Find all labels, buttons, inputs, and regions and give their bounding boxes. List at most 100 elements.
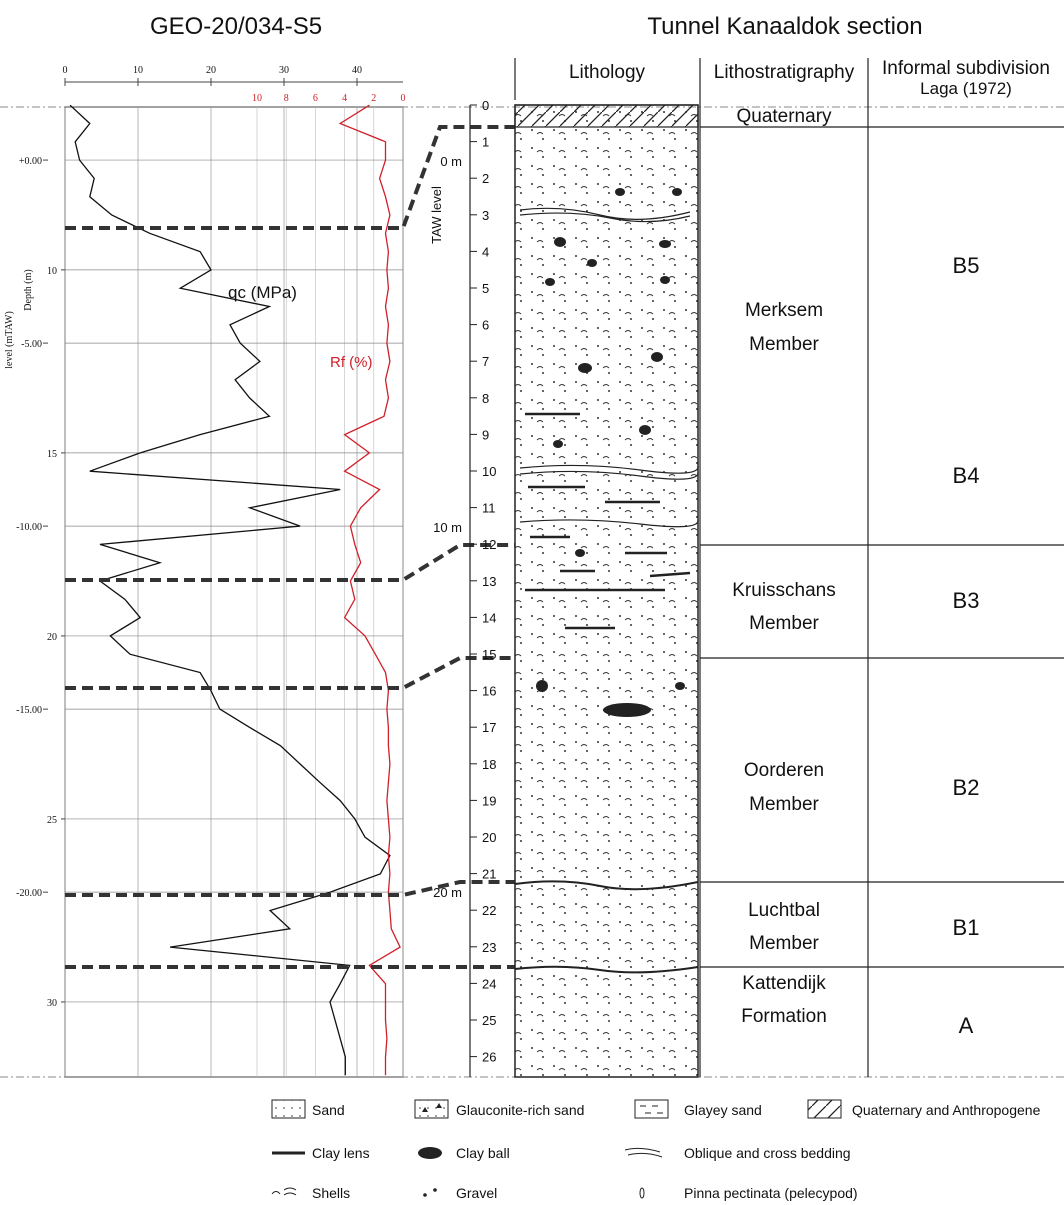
legend: Sand Glauconite-rich sand Glayey sand Qu… xyxy=(271,1099,1041,1201)
unit-name: Formation xyxy=(741,1006,827,1027)
unit-name: Luchtbal xyxy=(748,900,820,921)
y2-tick-label: -15.00 xyxy=(16,705,42,716)
depth-tick-label: 13 xyxy=(482,574,496,589)
y2-axis-label: level (mTAW) xyxy=(4,311,15,369)
depth-tick-label: 14 xyxy=(482,610,496,625)
legend-label: Clay ball xyxy=(456,1145,510,1161)
column-header: Laga (1972) xyxy=(920,79,1012,98)
y-tick-label: 25 xyxy=(47,815,57,826)
bedding xyxy=(519,207,699,528)
y2-tick-label: +0.00 xyxy=(19,156,42,167)
x2-tick-label: 4 xyxy=(342,93,347,104)
correlation-line xyxy=(65,656,515,690)
subdivision: A xyxy=(959,1013,974,1038)
x2-tick-label: 8 xyxy=(284,93,289,104)
y2-tick-label: -20.00 xyxy=(16,888,42,899)
data-line xyxy=(338,104,401,1076)
depth-tick-label: 1 xyxy=(482,135,489,150)
legend-icon xyxy=(433,1188,437,1192)
subdivision: B2 xyxy=(953,775,980,800)
y-tick-label: 20 xyxy=(47,632,57,643)
taw-tick: 10 m xyxy=(433,520,462,535)
legend-label: Clay lens xyxy=(312,1145,370,1161)
depth-tick-label: 19 xyxy=(482,793,496,808)
legend-icon xyxy=(422,1103,442,1112)
y-tick-label: 30 xyxy=(47,998,57,1009)
depth-tick-label: 0 xyxy=(482,98,489,113)
quaternary-fill xyxy=(514,104,699,128)
x-tick-label: 30 xyxy=(279,65,289,76)
section-title: Tunnel Kanaaldok section xyxy=(647,13,922,40)
unit-name: Quaternary xyxy=(736,106,832,127)
legend-icon xyxy=(807,1099,842,1119)
correlation-line xyxy=(65,543,515,582)
x-tick-label: 0 xyxy=(63,65,68,76)
subdivision: B5 xyxy=(953,253,980,278)
y2-tick-label: -5.00 xyxy=(21,339,42,350)
correlation-line xyxy=(65,125,515,230)
clay-balls xyxy=(536,188,685,717)
depth-tick-label: 12 xyxy=(482,537,496,552)
legend-label: Oblique and cross bedding xyxy=(684,1145,851,1161)
depth-tick-label: 3 xyxy=(482,208,489,223)
depth-tick-label: 24 xyxy=(482,976,496,991)
subdivision: B4 xyxy=(953,463,980,488)
correlation-line xyxy=(65,880,515,897)
legend-label: Sand xyxy=(312,1102,345,1118)
unit-name: Kruisschans xyxy=(732,580,836,601)
unit-name: Member xyxy=(749,933,819,954)
y-tick-label: 10 xyxy=(47,266,57,277)
depth-tick-label: 9 xyxy=(482,427,489,442)
depth-tick-label: 23 xyxy=(482,940,496,955)
x2-tick-label: 6 xyxy=(313,93,318,104)
unit-name: Member xyxy=(749,794,819,815)
column-header: Lithostratigraphy xyxy=(714,62,855,83)
depth-tick-label: 21 xyxy=(482,867,496,882)
legend-icon xyxy=(624,1147,663,1158)
depth-tick-label: 26 xyxy=(482,1050,496,1065)
x2-tick-label: 10 xyxy=(252,93,262,104)
depth-tick-label: 25 xyxy=(482,1013,496,1028)
legend-label: Shells xyxy=(312,1185,350,1201)
taw-tick: 20 m xyxy=(433,885,462,900)
unit-name: Merksem xyxy=(745,300,823,321)
column-header: Lithology xyxy=(569,62,646,83)
depth-tick-label: 5 xyxy=(482,281,489,296)
x-tick-label: 10 xyxy=(133,65,143,76)
legend-label: Quaternary and Anthropogene xyxy=(852,1102,1041,1118)
depth-tick-label: 18 xyxy=(482,757,496,772)
legend-label: Pinna pectinata (pelecypod) xyxy=(684,1185,858,1201)
unit-boundaries xyxy=(700,126,1064,968)
clay-lenses xyxy=(525,412,691,630)
series-label: Rf (%) xyxy=(330,354,373,371)
y2-tick-label: -10.00 xyxy=(16,522,42,533)
x-tick-label: 40 xyxy=(352,65,362,76)
legend-icon xyxy=(418,1147,442,1159)
legend-icon xyxy=(271,1099,306,1119)
depth-tick-label: 6 xyxy=(482,318,489,333)
depth-tick-label: 11 xyxy=(482,501,496,516)
taw-tick: 0 m xyxy=(440,154,462,169)
erosion-surface xyxy=(514,965,699,974)
depth-tick-label: 17 xyxy=(482,720,496,735)
legend-icon xyxy=(634,1099,669,1119)
depth-tick-label: 22 xyxy=(482,903,496,918)
depth-tick-label: 16 xyxy=(482,684,496,699)
depth-tick-label: 4 xyxy=(482,244,489,259)
data-line xyxy=(69,104,391,1076)
legend-icon xyxy=(414,1099,449,1119)
depth-tick-label: 2 xyxy=(482,171,489,186)
unit-name: Member xyxy=(749,613,819,634)
unit-name: Member xyxy=(749,334,819,355)
subdivision: B1 xyxy=(953,915,980,940)
depth-tick-label: 8 xyxy=(482,391,489,406)
legend-icon xyxy=(640,1105,663,1114)
legend-icon xyxy=(639,1187,645,1199)
x2-tick-label: 2 xyxy=(371,93,376,104)
subdivision: B3 xyxy=(953,588,980,613)
series-label: qc (MPa) xyxy=(228,283,297,302)
y-axis-label: Depth (m) xyxy=(23,269,34,310)
cpt-title: GEO-20/034-S5 xyxy=(150,13,322,40)
unit-name: Oorderen xyxy=(744,760,824,781)
